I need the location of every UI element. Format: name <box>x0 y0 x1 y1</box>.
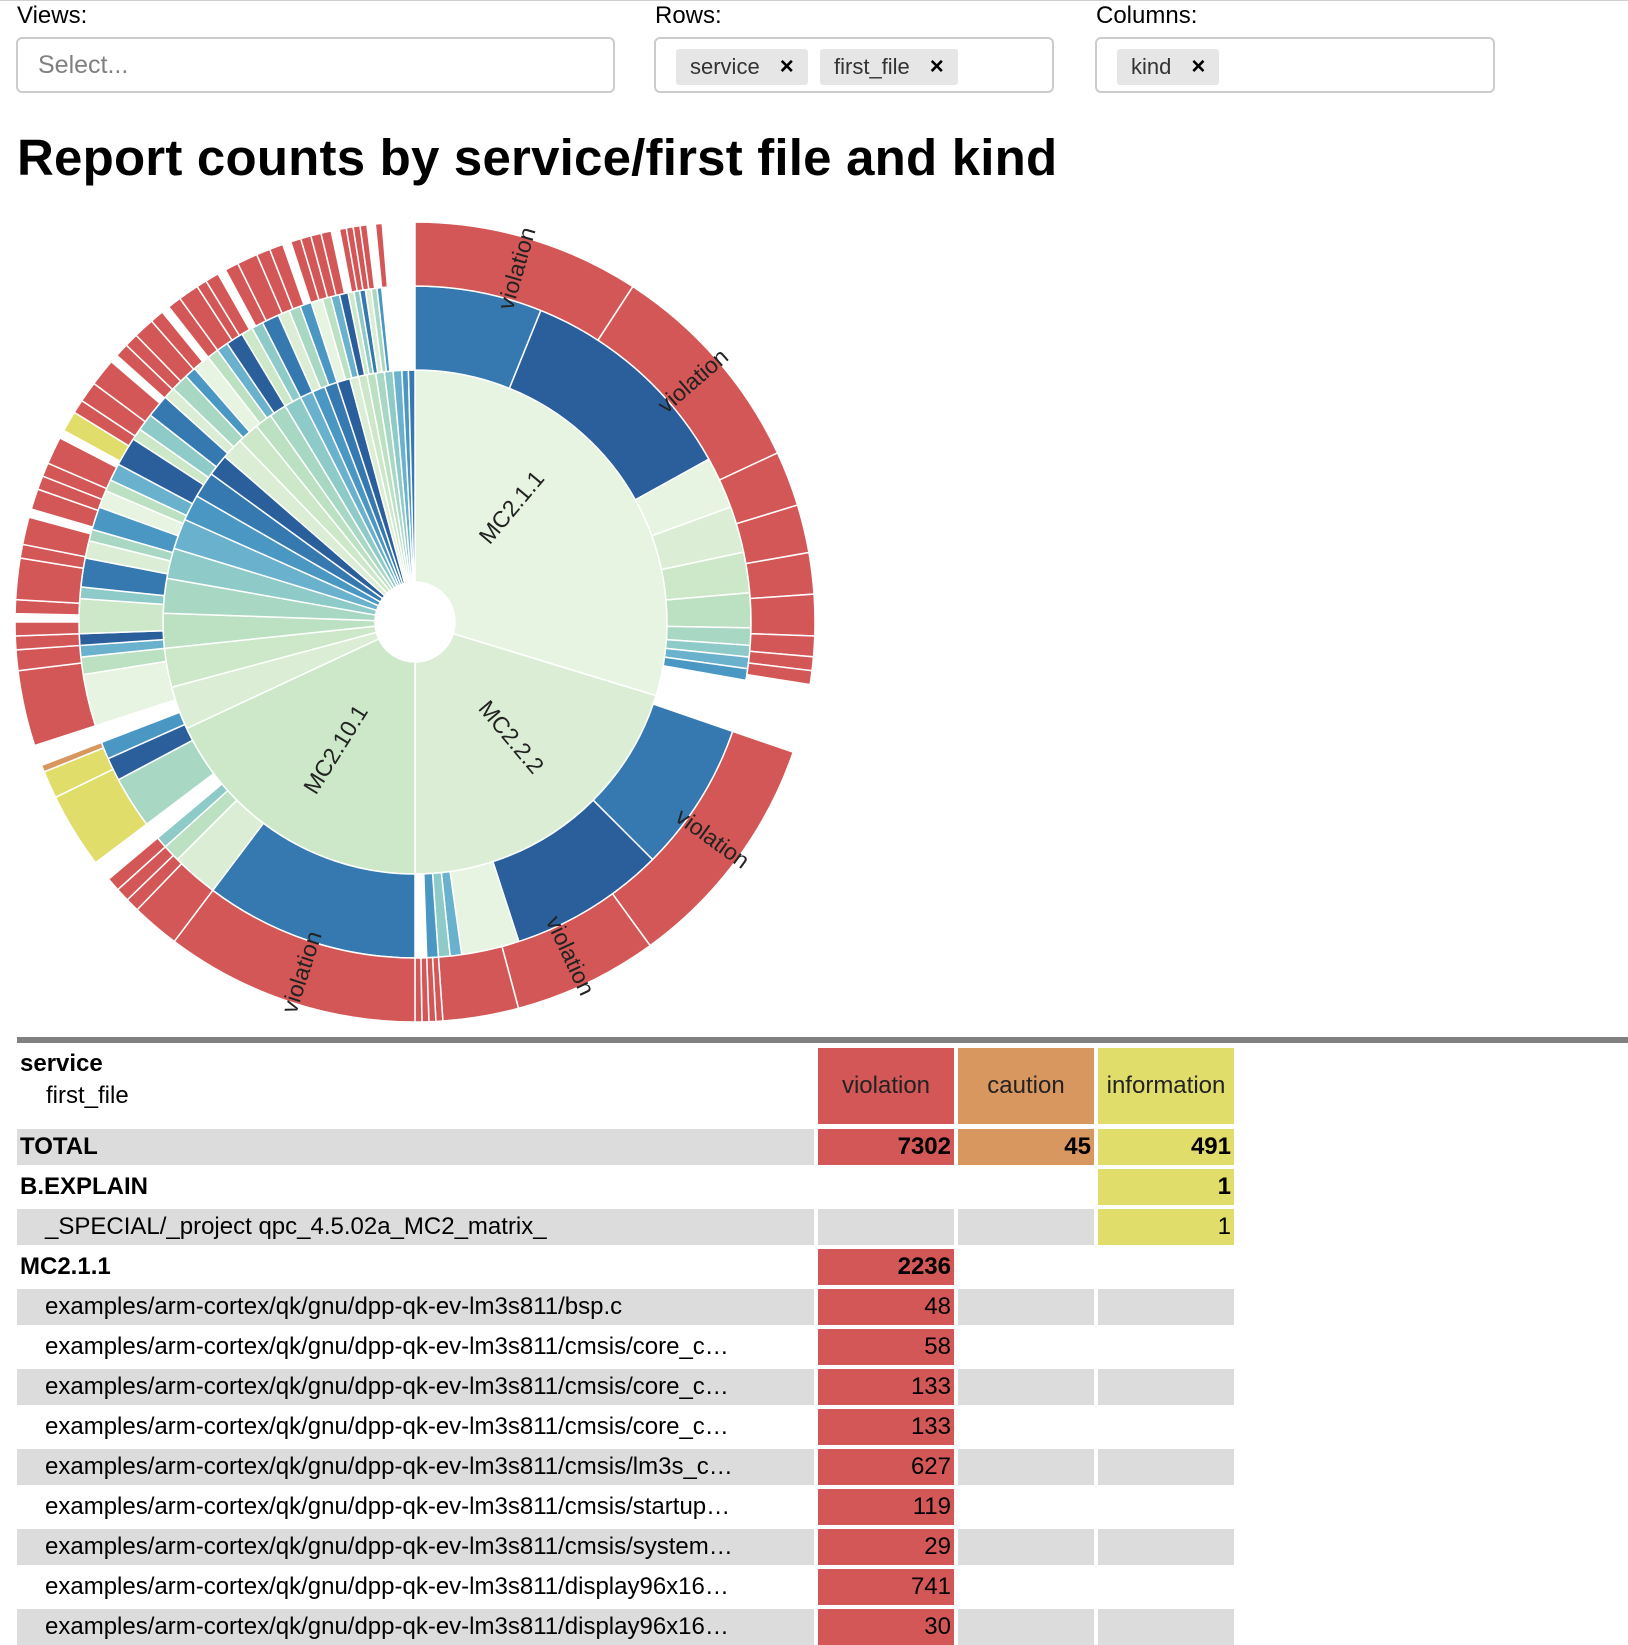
sunburst-segment[interactable] <box>204 272 251 337</box>
column-header-caution[interactable]: caution <box>958 1048 1094 1124</box>
page-title: Report counts by service/first file and … <box>17 129 1058 186</box>
sunburst-segment[interactable] <box>320 229 346 297</box>
cell-violation: 29 <box>818 1529 954 1565</box>
remove-chip-icon[interactable]: × <box>929 53 944 80</box>
row-label: B.EXPLAIN <box>20 1173 149 1200</box>
cell-violation: 58 <box>818 1329 954 1365</box>
cell-violation: 7302 <box>818 1129 954 1165</box>
row-label: _SPECIAL/_project qpc_4.5.02a_MC2_matrix… <box>17 1209 814 1245</box>
cell-caution <box>958 1409 1094 1445</box>
cell-information <box>1098 1369 1234 1405</box>
sunburst-segment[interactable] <box>92 360 161 423</box>
row-header-first-file: first_file <box>46 1082 129 1109</box>
sunburst-segment[interactable] <box>359 224 376 291</box>
sunburst-segment[interactable] <box>107 836 167 891</box>
splitter[interactable] <box>17 1037 1628 1043</box>
chip-label: kind <box>1131 54 1172 79</box>
cell-caution <box>958 1609 1094 1645</box>
columns-select[interactable]: kind × <box>1095 37 1495 93</box>
sunburst-segment[interactable] <box>376 286 391 373</box>
cell-caution <box>958 1489 1094 1525</box>
cell-caution <box>958 1249 1094 1285</box>
cell-caution <box>958 1569 1094 1605</box>
cell-information <box>1098 1569 1234 1605</box>
cell-information <box>1098 1449 1234 1485</box>
row-label: examples/arm-cortex/qk/gnu/dpp-qk-ev-lm3… <box>17 1369 814 1405</box>
cell-information: 1 <box>1098 1169 1234 1205</box>
cell-information <box>1098 1289 1234 1325</box>
rows-select[interactable]: service × first_file × <box>654 37 1054 93</box>
row-label: examples/arm-cortex/qk/gnu/dpp-qk-ev-lm3… <box>45 1493 731 1520</box>
sunburst-segment[interactable] <box>21 516 92 558</box>
cell-information <box>1098 1529 1234 1565</box>
sunburst-chart: MC2.1.1MC2.2.2MC2.10.1violationviolation… <box>14 221 816 1023</box>
cell-information <box>1098 1489 1234 1525</box>
cell-caution <box>958 1289 1094 1325</box>
views-placeholder: Select... <box>38 51 129 79</box>
cell-caution <box>958 1169 1094 1205</box>
sunburst-segment[interactable] <box>46 436 118 490</box>
row-label: examples/arm-cortex/qk/gnu/dpp-qk-ev-lm3… <box>45 1413 729 1440</box>
rows-label: Rows: <box>655 2 722 29</box>
row-label: examples/arm-cortex/qk/gnu/dpp-qk-ev-lm3… <box>45 1333 729 1360</box>
cell-violation: 2236 <box>818 1249 954 1285</box>
cell-information <box>1098 1329 1234 1365</box>
row-label: examples/arm-cortex/qk/gnu/dpp-qk-ev-lm3… <box>17 1609 814 1645</box>
row-header-service: service <box>20 1050 103 1077</box>
views-label: Views: <box>17 2 88 29</box>
row-label: examples/arm-cortex/qk/gnu/dpp-qk-ev-lm3… <box>17 1289 814 1325</box>
columns-label: Columns: <box>1096 2 1198 29</box>
cell-caution <box>958 1449 1094 1485</box>
row-label: examples/arm-cortex/qk/gnu/dpp-qk-ev-lm3… <box>17 1529 814 1565</box>
views-select[interactable]: Select... <box>16 37 615 93</box>
cell-caution <box>958 1529 1094 1565</box>
sunburst-segment[interactable] <box>374 222 389 289</box>
cell-caution <box>958 1209 1094 1245</box>
sunburst-segment[interactable] <box>17 662 97 747</box>
sunburst-segment[interactable] <box>746 662 813 686</box>
sunburst-segment[interactable] <box>407 369 416 583</box>
chip-label: service <box>690 54 760 79</box>
cell-information <box>1098 1249 1234 1285</box>
row-label: examples/arm-cortex/qk/gnu/dpp-qk-ev-lm3… <box>45 1573 729 1600</box>
cell-violation: 627 <box>818 1449 954 1485</box>
cell-violation: 741 <box>818 1569 954 1605</box>
row-label: examples/arm-cortex/qk/gnu/dpp-qk-ev-lm3… <box>17 1449 814 1485</box>
cell-information <box>1098 1409 1234 1445</box>
sunburst-segment[interactable] <box>749 593 816 637</box>
cell-violation: 133 <box>818 1409 954 1445</box>
cell-violation <box>818 1169 954 1205</box>
row-label: MC2.1.1 <box>20 1253 111 1280</box>
cell-violation <box>818 1209 954 1245</box>
sunburst-segment[interactable] <box>150 310 204 371</box>
column-header-violation[interactable]: violation <box>818 1048 954 1124</box>
rows-chip-service[interactable]: service × <box>676 49 808 85</box>
cell-violation: 30 <box>818 1609 954 1645</box>
top-border <box>0 0 1628 1</box>
sunburst-segment[interactable] <box>40 741 105 773</box>
cell-caution <box>958 1329 1094 1365</box>
columns-chip-kind[interactable]: kind × <box>1117 49 1220 85</box>
remove-chip-icon[interactable]: × <box>1191 53 1206 80</box>
remove-chip-icon[interactable]: × <box>779 53 794 80</box>
sunburst-segment[interactable] <box>268 243 305 310</box>
cell-violation: 48 <box>818 1289 954 1325</box>
cell-caution <box>958 1369 1094 1405</box>
cell-violation: 133 <box>818 1369 954 1405</box>
sunburst-segment[interactable] <box>14 621 80 637</box>
rows-chip-first-file[interactable]: first_file × <box>820 49 958 85</box>
cell-information <box>1098 1609 1234 1645</box>
chip-label: first_file <box>834 54 910 79</box>
sunburst-segment[interactable] <box>414 957 423 1023</box>
cell-information: 491 <box>1098 1129 1234 1165</box>
cell-information: 1 <box>1098 1209 1234 1245</box>
cell-violation: 119 <box>818 1489 954 1525</box>
row-label: TOTAL <box>17 1129 814 1165</box>
cell-caution: 45 <box>958 1129 1094 1165</box>
column-header-information[interactable]: information <box>1098 1048 1234 1124</box>
